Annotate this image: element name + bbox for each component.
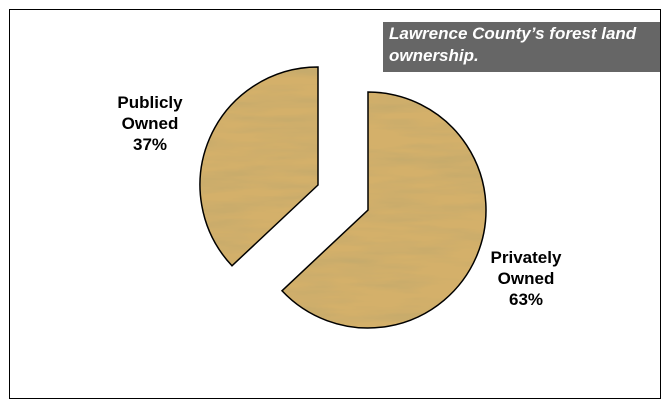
slice-label-line1: Privately (476, 247, 576, 268)
slice-percent-label: 63% (476, 289, 576, 310)
slice-percent-label: 37% (100, 134, 200, 155)
slice-label-line2: Owned (100, 113, 200, 134)
slice-label-publicly-owned: Publicly Owned 37% (100, 92, 200, 155)
pie-slice-publicly-owned (200, 67, 318, 266)
slice-label-line2: Owned (476, 268, 576, 289)
slice-label-privately-owned: Privately Owned 63% (476, 247, 576, 310)
slice-label-line1: Publicly (100, 92, 200, 113)
